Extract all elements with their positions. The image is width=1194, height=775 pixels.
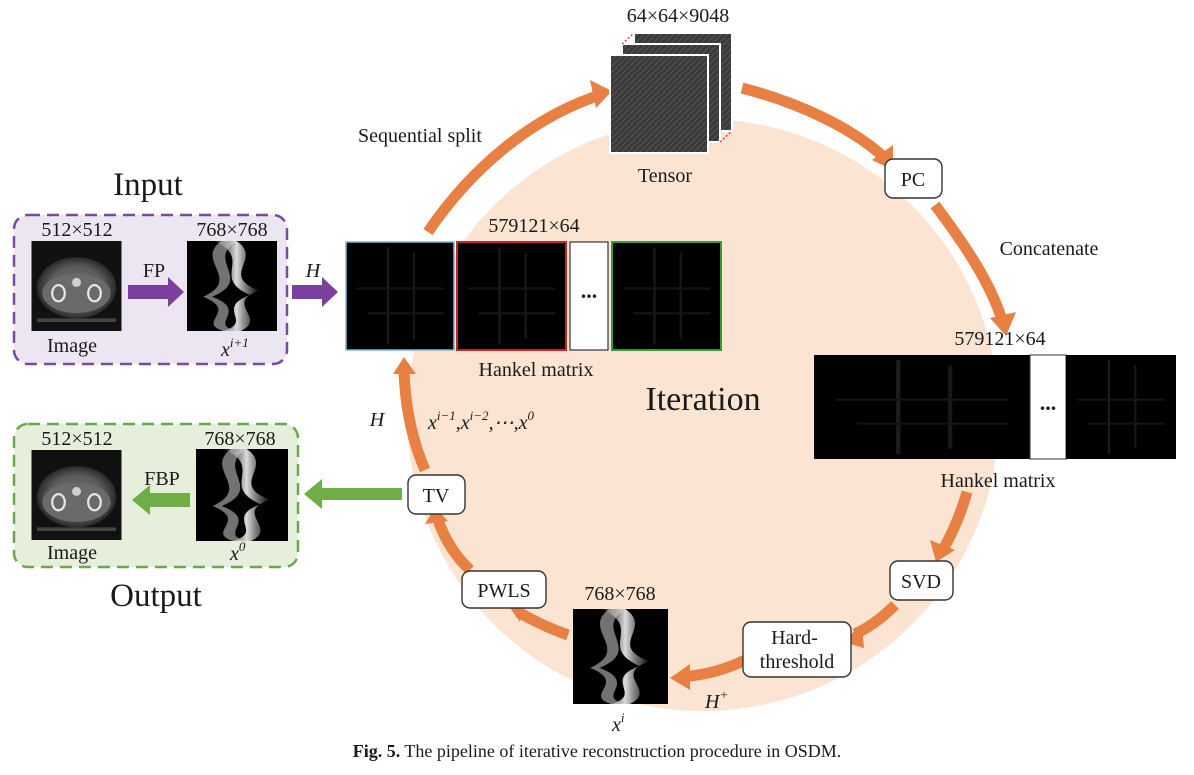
pc-tag: PC (884, 158, 943, 199)
hankel-top-size: 579121×64 (488, 215, 579, 237)
xi-size: 768×768 (584, 583, 655, 605)
arrow-tensor-to-pc (740, 82, 889, 163)
hankel-matrix-icon (345, 241, 722, 351)
caption-prefix: Fig. 5. (353, 741, 401, 761)
tensor-label: Tensor (638, 165, 692, 187)
pwls-tag: PWLS (461, 570, 547, 609)
arrowhead (670, 664, 690, 690)
input-panel: Input 512×512 768×768 Image xi+1 FP H (12, 167, 338, 366)
arrow-tv-to-hankel (398, 369, 431, 473)
pc-label: PC (901, 169, 925, 191)
fp-arrow (128, 277, 184, 307)
input-image-size: 512×512 (41, 219, 112, 241)
tensor-group: 64×64×9048 Tensor (609, 5, 733, 187)
output-image-label: Image (47, 542, 97, 564)
hankel-top-ellipsis: ... (581, 278, 598, 303)
ct-image-icon (30, 241, 123, 331)
hankel-right-label: Hankel matrix (941, 470, 1056, 492)
sinogram-icon (573, 609, 668, 704)
hankel-right-ellipsis: ... (1040, 390, 1057, 415)
hankel-top-label: Hankel matrix (479, 359, 594, 381)
arrow-pwls-to-tv (432, 518, 474, 575)
hankel-right-group: 579121×64 ... Hankel matrix (814, 328, 1176, 492)
figure-caption: Fig. 5. The pipeline of iterative recons… (353, 741, 842, 761)
arrow-hankel-to-svd (939, 490, 973, 551)
iteration-title: Iteration (645, 381, 760, 418)
input-title: Input (113, 167, 183, 203)
tensor-size: 64×64×9048 (627, 5, 730, 27)
arrowhead (425, 507, 448, 524)
output-panel: Output 512×512 768×768 Image x0 FBP (12, 422, 402, 614)
arrowhead (393, 357, 416, 374)
pwls-label: PWLS (477, 580, 530, 602)
arrowhead (930, 540, 955, 562)
tv-to-output-arrow (304, 479, 402, 509)
sequential-split-label: Sequential split (358, 125, 482, 147)
svd-tag: SVD (889, 560, 954, 601)
input-h-label: H (305, 260, 322, 282)
tv-label: TV (423, 485, 450, 507)
svd-label: SVD (901, 571, 941, 593)
sinogram-icon (187, 241, 277, 331)
h-plus-label: H+ (704, 687, 728, 713)
output-sino-label: x0 (229, 539, 246, 565)
tensor-stack-icon (609, 32, 733, 154)
tv-tag: TV (407, 474, 466, 515)
h-arrow (292, 277, 338, 307)
arrow-pc-to-hankel (930, 201, 1008, 322)
output-image-size: 512×512 (41, 428, 112, 450)
input-sino-size: 768×768 (196, 219, 267, 241)
fbp-label: FBP (144, 468, 180, 490)
output-title: Output (110, 578, 202, 614)
hard-threshold-label: Hard- threshold (760, 627, 834, 673)
hard-threshold-tag: Hard- threshold (742, 621, 852, 678)
concatenate-label: Concatenate (1000, 238, 1099, 260)
xi-label: xi (611, 710, 625, 736)
arrowhead (990, 312, 1016, 336)
output-sino-size: 768×768 (204, 428, 275, 450)
h-left-label: H (369, 409, 386, 431)
arrow-sequential-split (423, 89, 602, 236)
prior-sequence-label: xi−1,xi−2,⋯,x0 (427, 408, 534, 434)
xi-group: 768×768 xi (573, 583, 668, 736)
sinogram-icon (196, 449, 288, 541)
hankel-matrix-icon (814, 354, 1176, 460)
input-image-label: Image (47, 335, 97, 357)
arrowhead (590, 80, 612, 108)
fp-label: FP (143, 260, 165, 282)
hankel-right-size: 579121×64 (954, 328, 1045, 350)
ct-image-icon (30, 450, 123, 540)
input-sino-label: xi+1 (220, 335, 249, 361)
hankel-top-group: 579121×64 ... Hankel matrix (345, 215, 722, 381)
cycle-arrows (398, 82, 1008, 683)
fbp-arrow (132, 485, 190, 515)
caption-text: The pipeline of iterative reconstruction… (400, 741, 841, 761)
